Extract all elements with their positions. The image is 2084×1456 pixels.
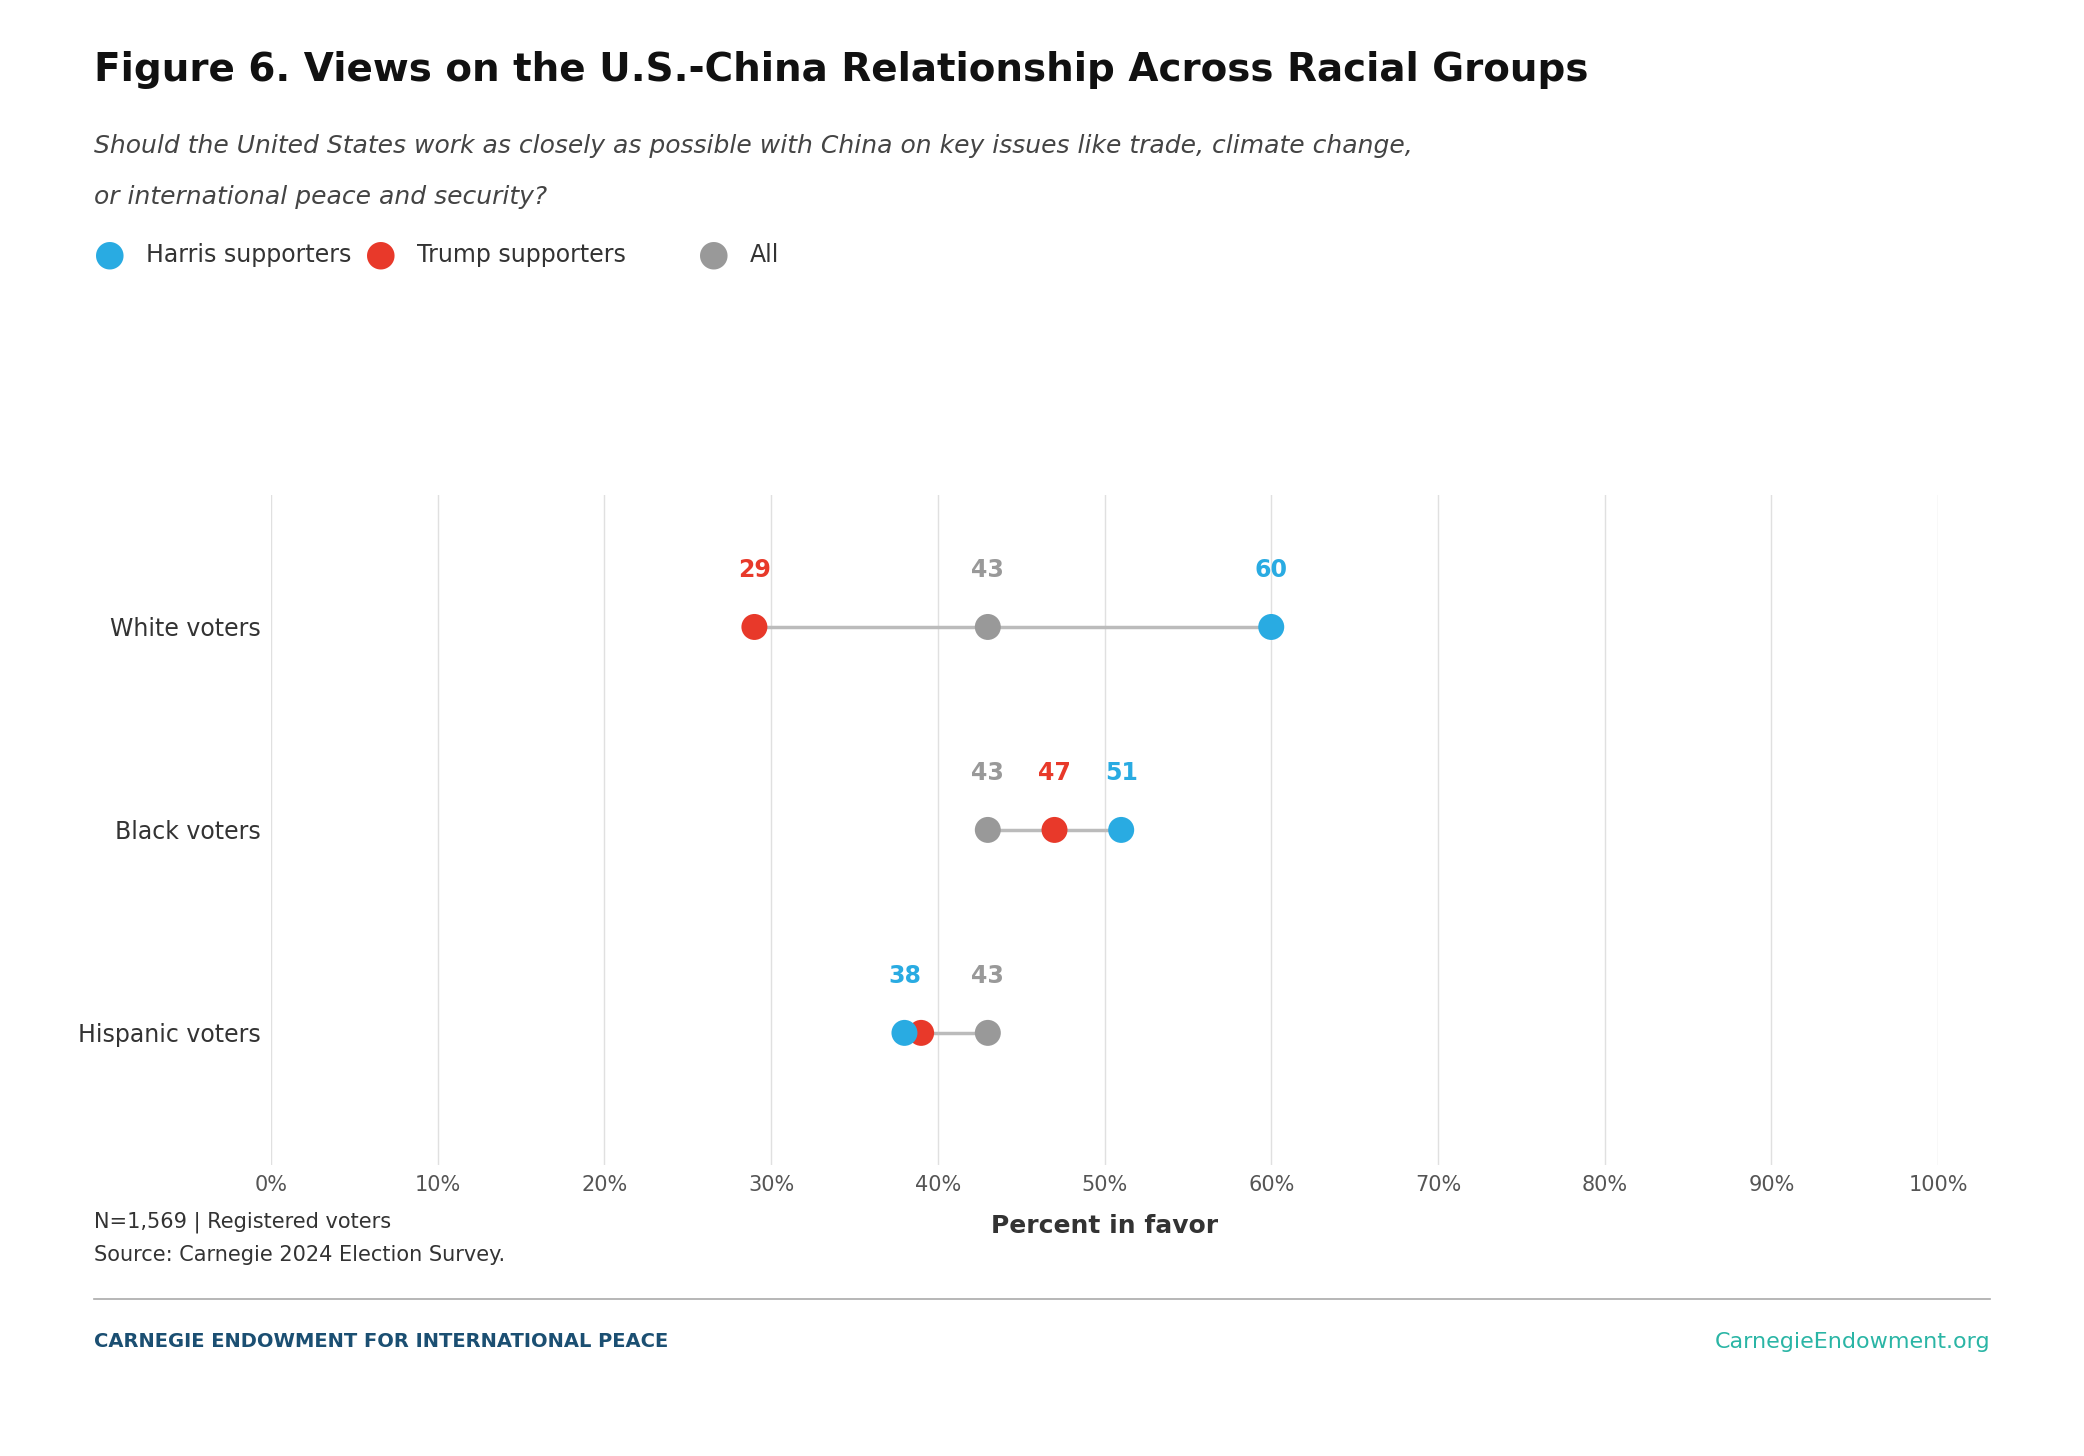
Point xyxy=(1255,616,1288,639)
Point xyxy=(738,616,771,639)
Text: Should the United States work as closely as possible with China on key issues li: Should the United States work as closely… xyxy=(94,134,1413,157)
Text: Figure 6. Views on the U.S.-China Relationship Across Racial Groups: Figure 6. Views on the U.S.-China Relati… xyxy=(94,51,1588,89)
Text: Trump supporters: Trump supporters xyxy=(417,243,625,266)
Text: ●: ● xyxy=(698,237,729,272)
Point xyxy=(1105,818,1138,842)
Point xyxy=(888,1021,921,1044)
Point xyxy=(904,1021,938,1044)
Text: ●: ● xyxy=(365,237,396,272)
Point xyxy=(971,818,1004,842)
Text: 51: 51 xyxy=(1105,761,1138,785)
Text: 43: 43 xyxy=(971,558,1004,582)
Text: CARNEGIE ENDOWMENT FOR INTERNATIONAL PEACE: CARNEGIE ENDOWMENT FOR INTERNATIONAL PEA… xyxy=(94,1332,669,1351)
X-axis label: Percent in favor: Percent in favor xyxy=(992,1214,1217,1238)
Text: All: All xyxy=(750,243,779,266)
Text: N=1,569 | Registered voters: N=1,569 | Registered voters xyxy=(94,1211,392,1233)
Text: 43: 43 xyxy=(971,761,1004,785)
Point xyxy=(971,1021,1004,1044)
Text: Harris supporters: Harris supporters xyxy=(146,243,352,266)
Text: Source: Carnegie 2024 Election Survey.: Source: Carnegie 2024 Election Survey. xyxy=(94,1245,504,1265)
Text: 29: 29 xyxy=(738,558,771,582)
Text: or international peace and security?: or international peace and security? xyxy=(94,185,546,208)
Text: 47: 47 xyxy=(1038,761,1071,785)
Text: 60: 60 xyxy=(1255,558,1288,582)
Text: 43: 43 xyxy=(971,964,1004,989)
Text: 38: 38 xyxy=(888,964,921,989)
Point xyxy=(1038,818,1071,842)
Point xyxy=(971,616,1004,639)
Text: CarnegieEndowment.org: CarnegieEndowment.org xyxy=(1715,1332,1990,1353)
Text: ●: ● xyxy=(94,237,125,272)
